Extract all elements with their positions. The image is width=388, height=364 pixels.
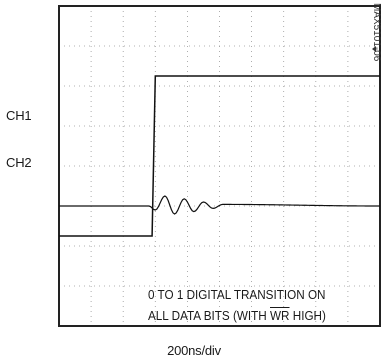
- annotation-line-1: 0 TO 1 DIGITAL TRANSITION ON: [148, 287, 326, 302]
- ch2-label: CH2: [6, 155, 32, 170]
- figure-code: MAX5101-06: [371, 3, 382, 62]
- annotation: 0 TO 1 DIGITAL TRANSITION ON ALL DATA BI…: [148, 284, 326, 326]
- ch2-ground-marker: [372, 46, 376, 52]
- wr-overline: WR: [270, 308, 290, 323]
- graticule-grid: [59, 6, 380, 326]
- ch2-trace: [59, 195, 381, 215]
- annotation-line-2: ALL DATA BITS (WITH WR HIGH): [148, 308, 326, 323]
- ch1-label: CH1: [6, 108, 32, 123]
- x-axis-scale: 200ns/div: [167, 343, 221, 358]
- plot-frame: [58, 5, 381, 327]
- ch1-trace: [59, 75, 380, 237]
